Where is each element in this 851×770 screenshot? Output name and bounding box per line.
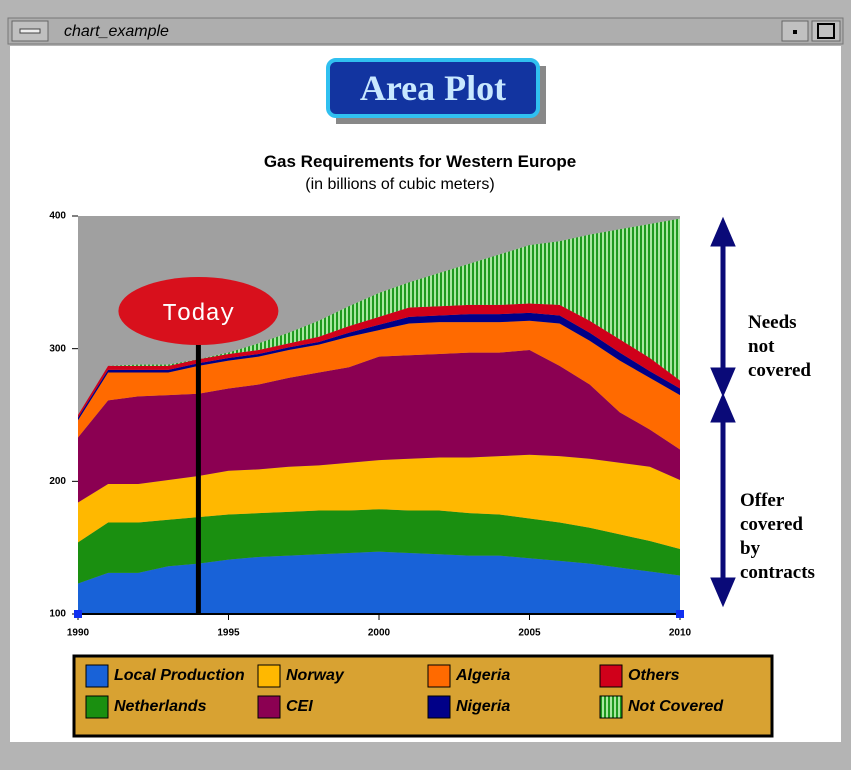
annotation: Offer bbox=[740, 490, 785, 511]
area bbox=[78, 551, 680, 614]
arrow-head bbox=[710, 216, 736, 247]
legend-label: Algeria bbox=[455, 667, 510, 684]
maximize-icon bbox=[817, 23, 835, 39]
legend-swatch bbox=[427, 664, 451, 688]
areas bbox=[78, 218, 680, 614]
legend-label: Local Production bbox=[114, 667, 245, 684]
badge-text: Area Plot bbox=[360, 68, 506, 108]
arrow-head bbox=[710, 392, 736, 423]
y-tick-label: 200 bbox=[49, 476, 66, 487]
legend-swatch bbox=[85, 695, 109, 719]
legend-label: Netherlands bbox=[114, 698, 207, 715]
x-tick-label: 2010 bbox=[669, 628, 692, 639]
chart-subtitle: (in billions of cubic meters) bbox=[305, 176, 494, 193]
legend-swatch bbox=[599, 695, 623, 719]
minimize-icon bbox=[793, 30, 797, 34]
legend-swatch bbox=[599, 664, 623, 688]
legend-label: CEI bbox=[286, 698, 313, 715]
today-bubble bbox=[118, 277, 279, 345]
legend-label: Others bbox=[628, 667, 680, 684]
area bbox=[78, 349, 680, 503]
window-title: chart_example bbox=[64, 23, 169, 40]
area bbox=[78, 509, 680, 584]
legend-swatch bbox=[257, 695, 281, 719]
corner-handle bbox=[676, 610, 684, 618]
today-label: Today bbox=[162, 301, 234, 328]
x-tick-label: 2005 bbox=[518, 628, 541, 639]
area bbox=[78, 218, 680, 415]
x-tick-label: 1990 bbox=[67, 628, 90, 639]
legend-label: Norway bbox=[286, 667, 345, 684]
area bbox=[78, 454, 680, 549]
x-tick-label: 1995 bbox=[217, 628, 240, 639]
annotation: not bbox=[748, 336, 775, 357]
annotation: by bbox=[740, 538, 761, 559]
legend-swatch bbox=[427, 695, 451, 719]
chart-title: Gas Requirements for Western Europe bbox=[264, 152, 576, 171]
x-tick-label: 2000 bbox=[368, 628, 391, 639]
annotation: covered bbox=[740, 514, 803, 535]
legend-swatch bbox=[257, 664, 281, 688]
legend bbox=[72, 654, 774, 738]
annotation: covered bbox=[748, 360, 811, 381]
legend-label: Nigeria bbox=[456, 698, 510, 715]
legend-items: Local Production Netherlands Norway CEI Alge… bbox=[85, 664, 724, 719]
arrow-head bbox=[710, 577, 736, 608]
legend-label: Not Covered bbox=[628, 698, 724, 715]
y-tick-label: 100 bbox=[49, 609, 66, 620]
badge bbox=[326, 58, 540, 118]
menu-icon bbox=[19, 28, 41, 34]
legend-swatch bbox=[85, 664, 109, 688]
range-arrows bbox=[710, 216, 736, 608]
title-bar bbox=[7, 17, 844, 45]
y-tick-label: 300 bbox=[49, 343, 66, 354]
plot: 100 200 300 400 1990 1995 2000 2005 2010 Today Nee… bbox=[49, 211, 815, 639]
annotation: contracts bbox=[740, 562, 815, 583]
corner-handle bbox=[74, 610, 82, 618]
arrow-head bbox=[710, 367, 736, 398]
annotation: Needs bbox=[748, 312, 797, 333]
y-tick-label: 400 bbox=[49, 211, 66, 222]
